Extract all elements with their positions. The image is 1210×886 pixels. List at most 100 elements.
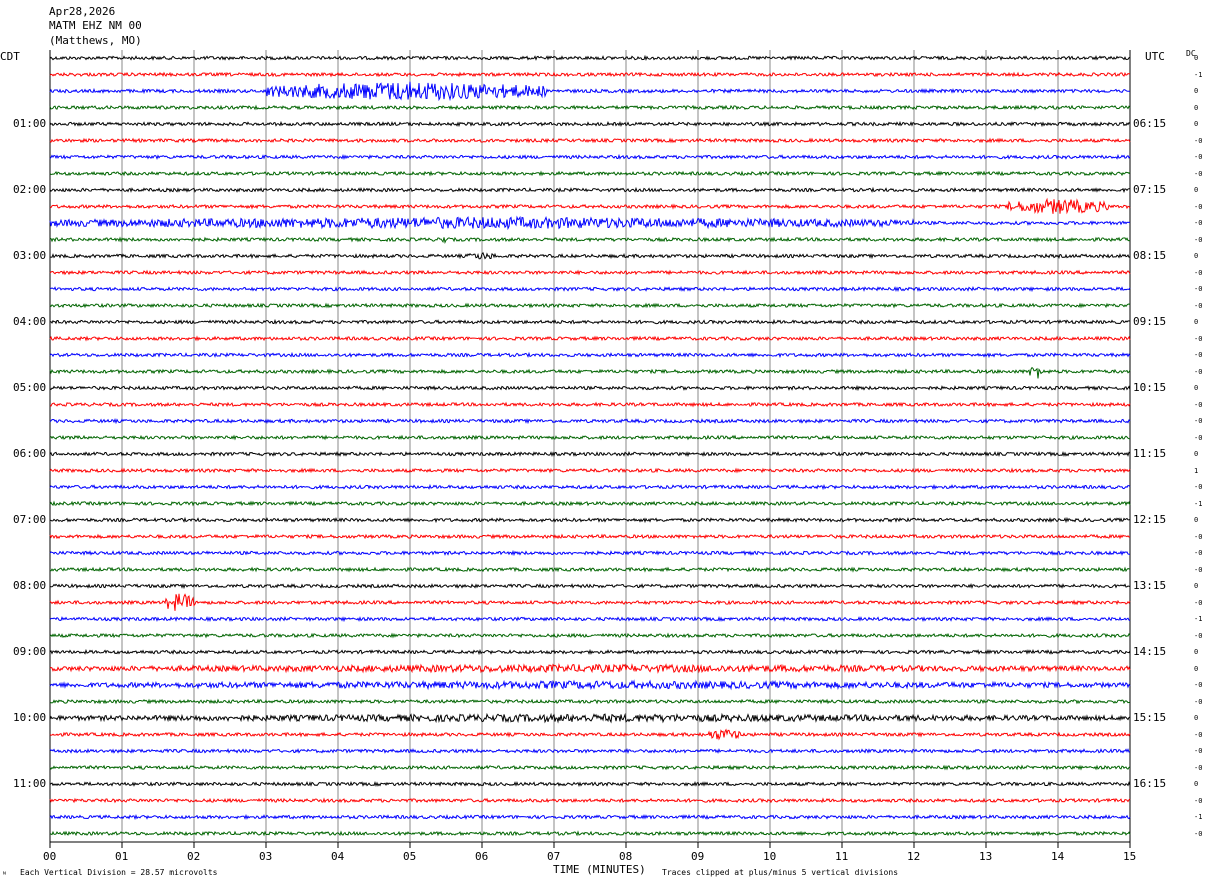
- dc-offset-label: -0: [1194, 235, 1203, 244]
- right-hour-label: 12:15: [1133, 513, 1167, 526]
- dc-offset-label: -0: [1194, 796, 1203, 805]
- left-hour-label: 08:00: [13, 579, 47, 592]
- corner-mark: ᴺ: [2, 870, 7, 879]
- dc-offset-label: 0: [1194, 186, 1199, 194]
- seismic-trace-10: [49, 215, 1131, 231]
- seismic-trace-47: [49, 830, 1131, 837]
- dc-offset-label: 0: [1194, 516, 1199, 524]
- seismic-trace-30: [49, 549, 1130, 557]
- x-tick-label: 01: [115, 850, 129, 863]
- dc-offset-label: 0: [1194, 648, 1199, 656]
- dc-offset-label: -0: [1194, 153, 1203, 161]
- right-hour-label: 16:15: [1133, 777, 1167, 790]
- seismic-trace-8: [49, 186, 1130, 194]
- seismic-trace-0: [49, 54, 1131, 62]
- seismic-trace-45: [49, 797, 1131, 804]
- right-hour-label: 06:15: [1133, 117, 1167, 130]
- dc-offset-label: -0: [1194, 268, 1203, 277]
- seismic-trace-9: [49, 197, 1131, 215]
- seismic-trace-12: [50, 251, 1131, 260]
- left-hour-label: 05:00: [13, 381, 47, 394]
- dc-offset-label: 0: [1194, 54, 1199, 62]
- plot-grid: [49, 50, 1131, 843]
- x-tick-label: 12: [907, 850, 921, 863]
- left-hour-label: 09:00: [13, 645, 47, 658]
- dc-offset-label: -0: [1194, 631, 1203, 640]
- left-hour-label: 06:00: [13, 447, 47, 460]
- header-date: Apr28,2026: [49, 5, 116, 18]
- seismic-trace-38: [49, 679, 1131, 691]
- x-tick-label: 03: [259, 850, 273, 863]
- x-tick-label: 07: [547, 850, 561, 863]
- right-timezone-label: UTC: [1145, 50, 1165, 63]
- dc-offset-label: 0: [1194, 780, 1199, 788]
- right-hour-label: 08:15: [1133, 249, 1167, 262]
- dc-offset-label: -0: [1194, 169, 1203, 178]
- dc-offset-label: -0: [1194, 565, 1203, 574]
- dc-offset-label: -0: [1194, 351, 1203, 359]
- dc-offset-label: -0: [1194, 697, 1203, 706]
- dc-offset-label: -0: [1194, 219, 1203, 227]
- left-hour-label: 01:00: [13, 117, 47, 130]
- clip-note: Traces clipped at plus/minus 5 vertical …: [662, 868, 899, 877]
- seismic-trace-7: [49, 170, 1131, 177]
- x-axis-label: TIME (MINUTES): [553, 863, 646, 876]
- left-hour-label: 11:00: [13, 777, 47, 790]
- dc-offset-label: -0: [1194, 367, 1203, 376]
- seismic-trace-37: [49, 662, 1131, 674]
- dc-offset-label: 0: [1194, 120, 1199, 128]
- dc-offset-label: -0: [1194, 598, 1203, 607]
- dc-offset-label: 0: [1194, 318, 1199, 326]
- seismic-trace-36: [49, 648, 1131, 656]
- seismic-trace-28: [49, 516, 1131, 524]
- header-station: MATM EHZ NM 00: [49, 19, 142, 32]
- dc-offset-label: -0: [1194, 532, 1203, 541]
- seismic-trace-4: [49, 120, 1131, 128]
- dc-offset-label: -0: [1194, 433, 1203, 442]
- dc-offset-label: -0: [1194, 730, 1203, 739]
- seismic-trace-21: [49, 401, 1131, 408]
- seismic-trace-20: [49, 384, 1131, 392]
- left-hour-label: 07:00: [13, 513, 47, 526]
- dc-offset-label: 0: [1194, 384, 1199, 392]
- seismic-trace-33: [49, 593, 1131, 611]
- seismic-trace-32: [49, 583, 1131, 590]
- seismic-trace-3: [49, 104, 1131, 111]
- x-tick-label: 10: [763, 850, 777, 863]
- dc-offset-label: -0: [1194, 483, 1203, 491]
- seismic-trace-15: [49, 302, 1131, 309]
- seismic-trace-46: [49, 813, 1131, 821]
- right-hour-label: 10:15: [1133, 381, 1167, 394]
- dc-offset-label: -0: [1194, 400, 1203, 409]
- dc-offset-label: 0: [1194, 87, 1199, 95]
- dc-offset-label: -1: [1194, 499, 1203, 508]
- dc-offset-label: 0: [1194, 450, 1199, 458]
- dc-offset-label: -0: [1194, 136, 1203, 145]
- seismic-traces: [49, 54, 1131, 837]
- dc-offset-label: -0: [1194, 829, 1203, 838]
- seismic-trace-31: [49, 566, 1131, 573]
- x-tick-label: 04: [331, 850, 345, 863]
- x-tick-label: 15: [1123, 850, 1137, 863]
- dc-offset-label: 0: [1194, 252, 1199, 260]
- seismic-trace-22: [49, 417, 1131, 425]
- seismic-trace-39: [49, 698, 1131, 705]
- dc-offset-label: -1: [1194, 813, 1203, 821]
- seismic-trace-43: [49, 764, 1131, 771]
- dc-offset-label: 0: [1194, 582, 1199, 590]
- seismic-trace-42: [49, 748, 1131, 755]
- dc-offset-label: -0: [1194, 747, 1203, 755]
- x-tick-label: 13: [979, 850, 993, 863]
- seismic-trace-34: [49, 615, 1131, 623]
- dc-label: DC: [1186, 49, 1196, 58]
- seismic-trace-6: [49, 153, 1131, 161]
- seismic-trace-18: [49, 351, 1131, 359]
- dc-offset-label: -0: [1194, 417, 1203, 425]
- dc-offset-label: 1: [1194, 466, 1199, 475]
- dc-offset-label: 0: [1194, 103, 1199, 112]
- seismic-trace-25: [49, 467, 1131, 474]
- right-hour-label: 09:15: [1133, 315, 1167, 328]
- seismic-trace-24: [49, 450, 1131, 458]
- seismic-trace-40: [49, 712, 1131, 724]
